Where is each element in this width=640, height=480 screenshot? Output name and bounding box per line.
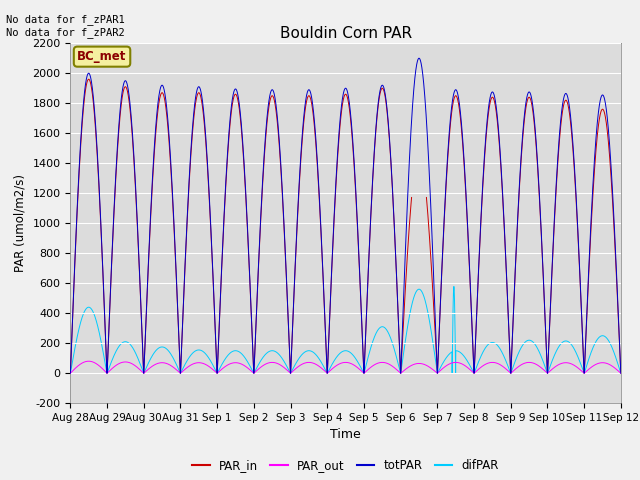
Text: No data for f_zPAR1
No data for f_zPAR2: No data for f_zPAR1 No data for f_zPAR2 (6, 14, 125, 38)
Legend: PAR_in, PAR_out, totPAR, difPAR: PAR_in, PAR_out, totPAR, difPAR (188, 454, 504, 477)
Text: BC_met: BC_met (77, 50, 127, 63)
Title: Bouldin Corn PAR: Bouldin Corn PAR (280, 25, 412, 41)
X-axis label: Time: Time (330, 429, 361, 442)
Y-axis label: PAR (umol/m2/s): PAR (umol/m2/s) (14, 174, 27, 272)
